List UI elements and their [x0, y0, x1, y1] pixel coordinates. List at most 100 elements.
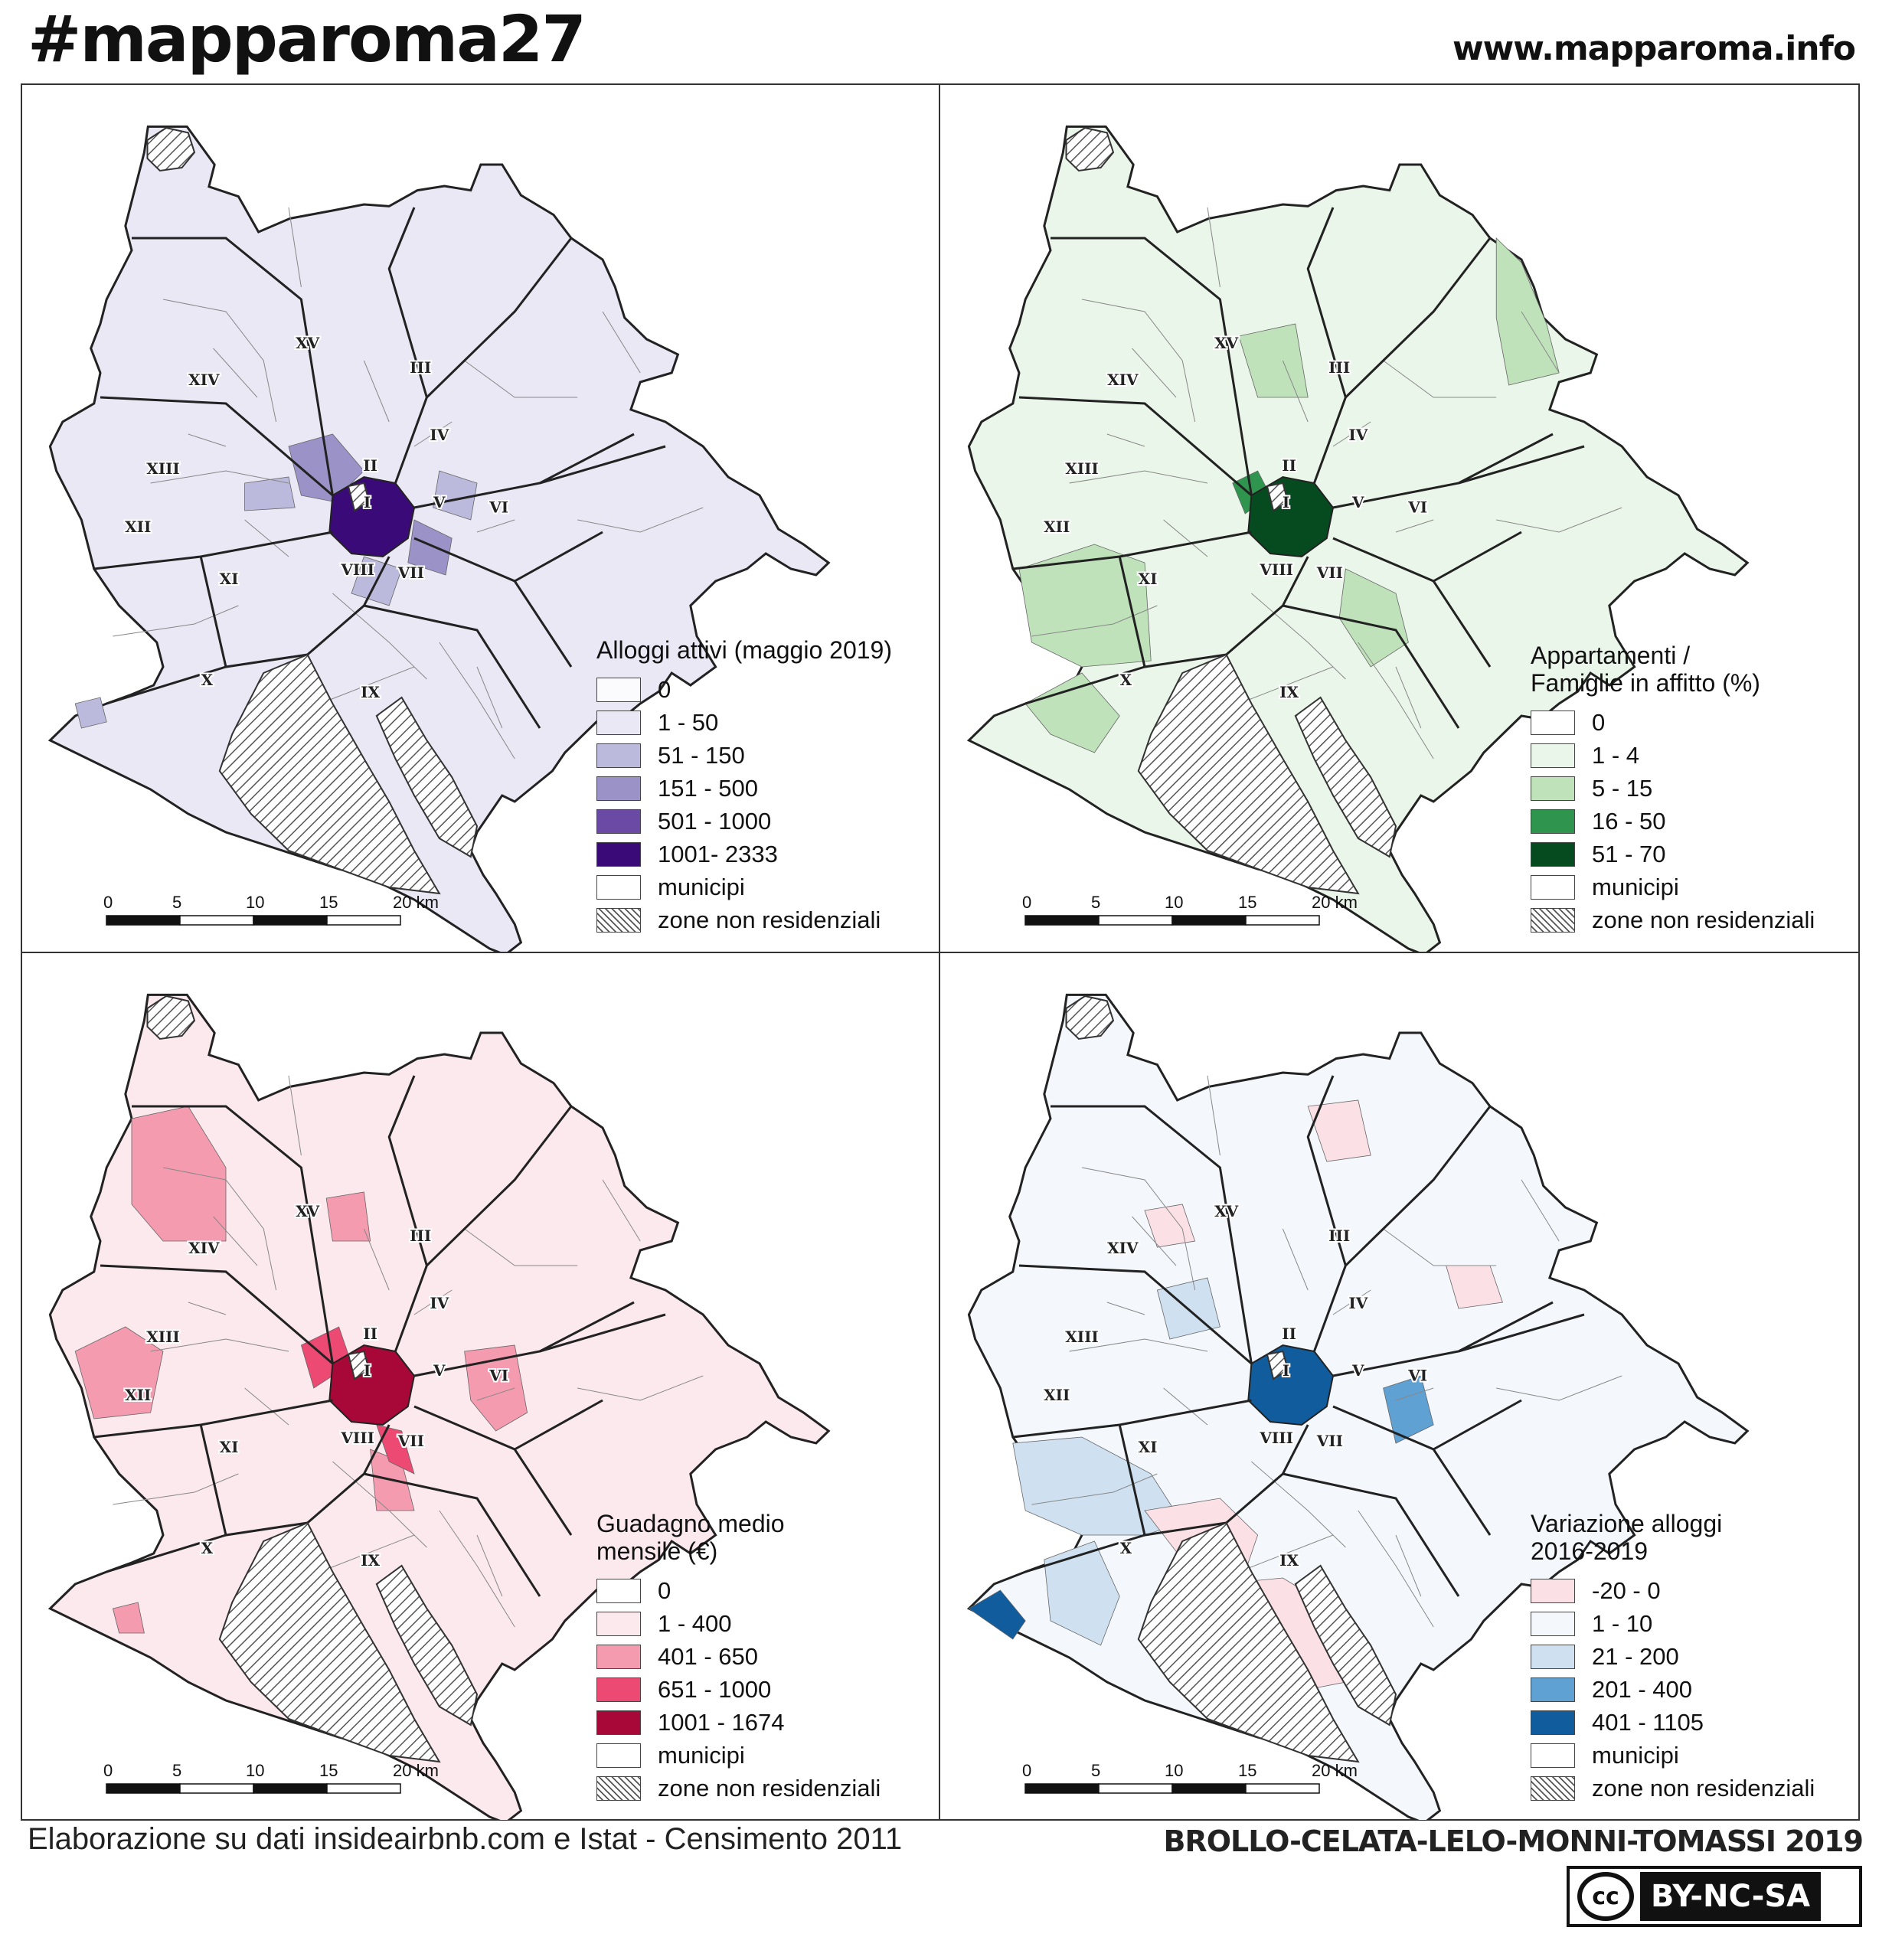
municipio-label: V — [433, 493, 446, 511]
zone-boundary — [1132, 348, 1177, 398]
zone-boundary — [1521, 1179, 1560, 1242]
non-residential-zone — [1294, 696, 1397, 858]
scale-label: 10 — [246, 893, 264, 912]
legend-label: 401 - 650 — [658, 1642, 758, 1670]
non-residential-zone — [375, 696, 479, 858]
municipio-label: I — [1283, 1361, 1289, 1380]
zone-boundary — [476, 519, 515, 533]
municipio-boundary — [1312, 237, 1492, 484]
municipio-label: III — [410, 1227, 431, 1245]
zone-boundary — [413, 421, 453, 447]
zone-boundary — [244, 1387, 289, 1426]
website-link[interactable]: www.mapparoma.info — [1452, 29, 1856, 68]
municipio-label: VII — [1316, 1432, 1343, 1450]
legend-item: 1 - 4 — [1531, 739, 1815, 772]
municipio-label: XII — [1044, 1386, 1070, 1404]
municipio-boundary — [132, 237, 334, 496]
zone-boundary — [1395, 1387, 1434, 1401]
legend-swatch — [596, 907, 641, 933]
zone-boundary — [162, 299, 277, 423]
municipio-label: XII — [125, 1386, 151, 1404]
legend-label: 16 - 50 — [1592, 807, 1666, 835]
municipio-label: III — [410, 358, 431, 377]
municipio-label: XI — [1139, 1438, 1158, 1456]
zone-boundary — [464, 1228, 578, 1266]
scale-label: 20 km — [393, 1761, 439, 1780]
municipio-label: VI — [489, 1366, 508, 1384]
map-legend: Guadagno medio mensile (€) 0 1 - 400 401 - … — [596, 1510, 881, 1805]
non-residential-zone — [218, 653, 441, 895]
legend-item: municipi — [1531, 1739, 1815, 1772]
municipio-label: XV — [1214, 1202, 1239, 1220]
legend-swatch — [596, 1578, 641, 1603]
zone-boundary — [1207, 1075, 1220, 1156]
municipio-label: I — [1283, 493, 1289, 511]
zone-boundary — [288, 1075, 302, 1156]
municipio-label: X — [1120, 1539, 1132, 1557]
legend-item: municipi — [596, 1739, 881, 1772]
legend-swatch — [596, 710, 641, 735]
non-residential-zone — [1137, 653, 1360, 895]
zone-patch — [1307, 1099, 1371, 1162]
zone-boundary — [1132, 1216, 1177, 1266]
municipio-boundary — [106, 665, 227, 705]
cc-license-badge[interactable]: cc BY-NC-SA — [1567, 1866, 1862, 1927]
municipio-label: IX — [361, 683, 380, 701]
legend-item: 401 - 650 — [596, 1640, 881, 1673]
legend-swatch — [1531, 743, 1575, 768]
zone-boundary — [332, 1461, 427, 1548]
municipio-boundary — [514, 1399, 603, 1451]
municipio-boundary — [100, 1264, 334, 1365]
zone-boundary — [150, 470, 289, 484]
legend-swatch — [1531, 1677, 1575, 1702]
municipio-label: X — [1120, 671, 1132, 689]
non-residential-zone — [218, 1521, 441, 1763]
zone-boundary — [213, 348, 258, 398]
map-panel-rental-ratio: I II III IV V VI VII VIII IX X XI XII XIII XIV XV 0 5 10 1… — [941, 85, 1858, 952]
non-residential-zone — [146, 126, 196, 172]
municipio-label: X — [201, 1539, 214, 1557]
legend-swatch — [596, 1775, 641, 1801]
creative-commons-icon: cc — [1577, 1872, 1634, 1921]
scale-label: 15 — [319, 893, 338, 912]
municipio-boundary — [1051, 1105, 1253, 1364]
municipio-label: IX — [1279, 683, 1299, 701]
legend-label: 1 - 400 — [658, 1609, 732, 1637]
scale-label: 0 — [103, 1761, 113, 1780]
zone-boundary — [1383, 360, 1497, 398]
municipio-boundary — [1306, 207, 1347, 398]
scale-label: 15 — [1238, 893, 1256, 912]
legend-label: 1 - 10 — [1592, 1609, 1653, 1637]
municipio-label: XII — [125, 518, 151, 536]
zone-boundary — [476, 1534, 503, 1597]
municipio-boundary — [1312, 1106, 1492, 1352]
map-panel-listing-change: I II III IV V VI VII VIII IX X XI XII XIII XIV XV 0 5 10 1… — [941, 953, 1858, 1820]
zone-patch — [74, 1326, 164, 1419]
municipio-boundary — [1024, 665, 1145, 705]
municipio-label: VII — [397, 1432, 424, 1450]
municipio-boundary — [1283, 604, 1460, 729]
zone-boundary — [1069, 470, 1208, 484]
zone-boundary — [476, 666, 503, 729]
scale-label: 20 km — [1312, 1761, 1358, 1780]
legend-swatch — [596, 874, 641, 900]
legend-label: zone non residenziali — [658, 1774, 881, 1802]
legend-item: 1001- 2333 — [596, 838, 892, 871]
scale-label: 20 km — [393, 893, 439, 912]
scale-bar: 0 5 10 15 20 km — [103, 893, 439, 926]
zone-boundary — [363, 360, 390, 423]
zone-patch — [325, 1191, 371, 1242]
legend-item: 651 - 1000 — [596, 1673, 881, 1706]
zone-patch — [1383, 1375, 1434, 1444]
scale-label: 10 — [1165, 1761, 1183, 1780]
legend-item: 0 — [596, 1574, 881, 1607]
legend-label: municipi — [1592, 1741, 1679, 1769]
zone-patch — [407, 519, 453, 576]
legend-item: 1 - 50 — [596, 706, 892, 739]
municipio-label: IV — [430, 1294, 449, 1312]
zone-boundary — [1395, 666, 1422, 729]
legend-swatch — [1531, 808, 1575, 834]
legend-title: Appartamenti / Famiglie in affitto (%) — [1531, 642, 1760, 697]
zone-boundary — [439, 1510, 515, 1628]
